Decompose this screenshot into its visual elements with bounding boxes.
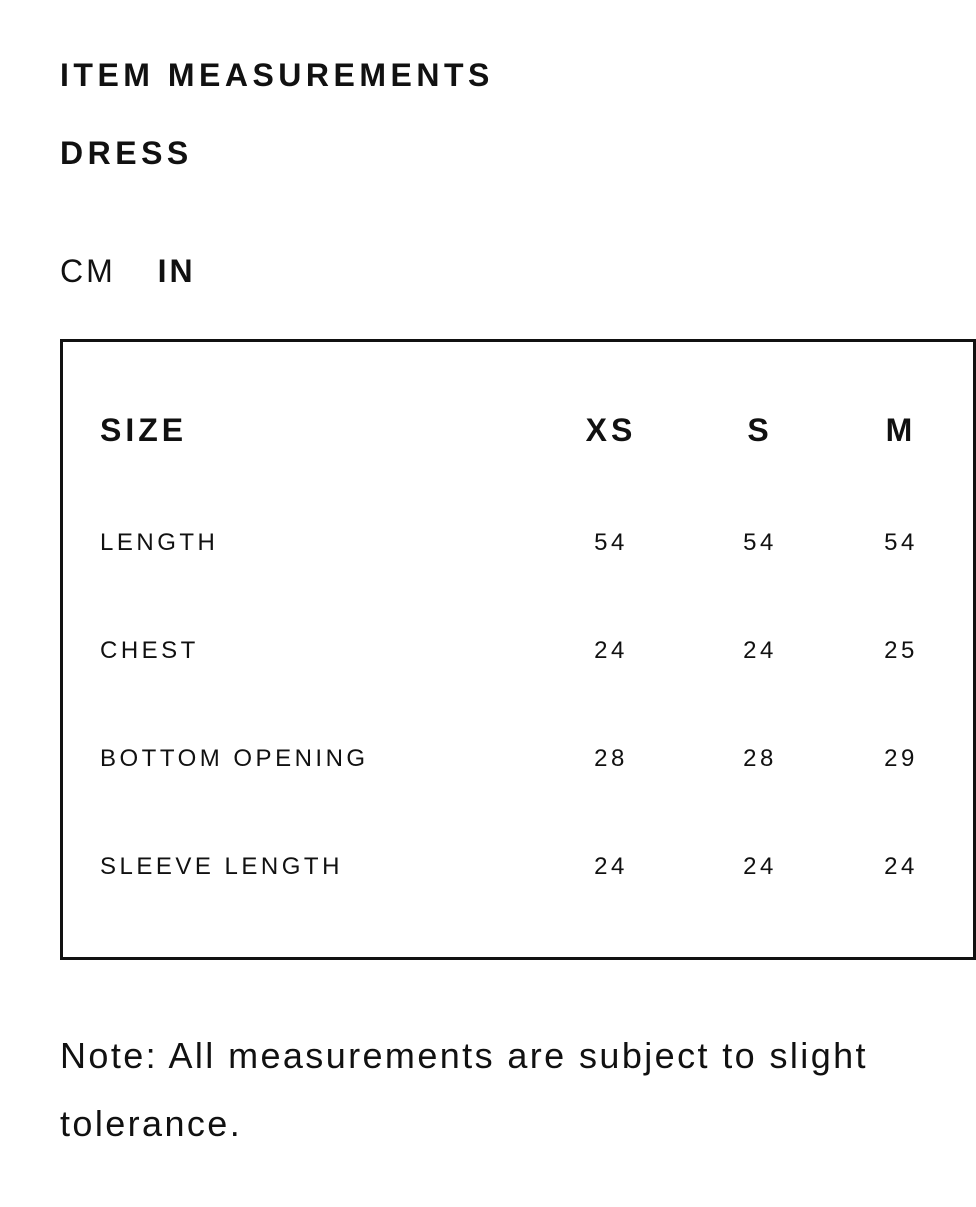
cell-m: 24 <box>884 853 918 880</box>
cell-m: 29 <box>884 745 918 772</box>
product-name: DRESS <box>60 135 193 171</box>
cell-xs: 54 <box>594 529 628 556</box>
cell-xs: 24 <box>594 637 628 664</box>
unit-cm-button[interactable]: CM <box>60 253 116 289</box>
cell-s: 24 <box>743 637 777 664</box>
table-row: SLEEVE LENGTH 24 24 24 <box>100 853 973 893</box>
table-row: LENGTH 54 54 54 <box>100 529 973 569</box>
size-header: SIZE <box>100 412 188 448</box>
row-label: CHEST <box>100 637 199 664</box>
table-row: BOTTOM OPENING 28 28 29 <box>100 745 973 785</box>
table-row: CHEST 24 24 25 <box>100 637 973 677</box>
unit-in-button[interactable]: IN <box>157 253 196 289</box>
cell-s: 24 <box>743 853 777 880</box>
cell-xs: 28 <box>594 745 628 772</box>
section-heading: ITEM MEASUREMENTS <box>60 57 494 93</box>
cell-s: 54 <box>743 529 777 556</box>
size-m-header: M <box>885 412 917 448</box>
tolerance-note: Note: All measurements are subject to sl… <box>60 1035 868 1144</box>
unit-toggle: CM IN <box>60 253 226 290</box>
cell-m: 54 <box>884 529 918 556</box>
row-label: LENGTH <box>100 529 219 556</box>
row-label: SLEEVE LENGTH <box>100 853 343 880</box>
size-s-header: S <box>747 412 773 448</box>
cell-m: 25 <box>884 637 918 664</box>
measurements-table: SIZE XS S M LENGTH 54 54 54 CHEST 24 24 … <box>60 339 976 960</box>
cell-xs: 24 <box>594 853 628 880</box>
row-label: BOTTOM OPENING <box>100 745 369 772</box>
table-header: SIZE XS S M <box>100 412 973 452</box>
size-xs-header: XS <box>585 412 637 448</box>
cell-s: 28 <box>743 745 777 772</box>
